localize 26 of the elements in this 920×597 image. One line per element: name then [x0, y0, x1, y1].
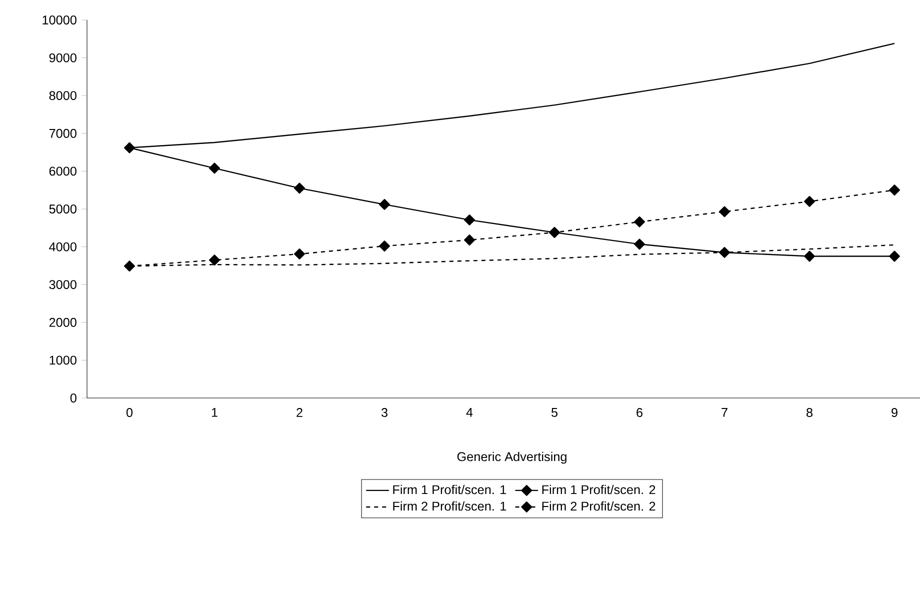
x-tick-label: 9 — [892, 408, 898, 418]
y-tick-label: 0 — [70, 394, 76, 402]
y-tick-label: 5000 — [49, 204, 76, 214]
y-tick-label: 6000 — [49, 166, 76, 176]
y-tick-label: 9000 — [49, 53, 76, 62]
y-tick-label: 1000 — [50, 356, 76, 365]
x-axis-title: Generic Advertising — [457, 452, 566, 464]
y-tick-label: 7000 — [49, 128, 76, 138]
y-tick-label: 8000 — [49, 91, 76, 100]
y-tick-label: 4000 — [49, 242, 76, 252]
x-tick-label: 6 — [636, 408, 642, 418]
legend-label: Firm 1 Profit/scen. 2 — [542, 484, 656, 494]
y-tick-label: 2000 — [49, 318, 76, 327]
x-tick-label: 1 — [212, 408, 218, 417]
x-tick-label: 7 — [722, 408, 728, 417]
x-tick-label: 0 — [126, 408, 133, 418]
x-tick-label: 5 — [551, 408, 558, 417]
x-tick-label: 4 — [466, 408, 473, 417]
y-tick-label: 3000 — [49, 280, 76, 290]
x-tick-label: 3 — [381, 408, 388, 418]
legend-label: Firm 2 Profit/scen. 1 — [393, 501, 506, 511]
x-tick-label: 8 — [806, 408, 812, 418]
x-tick-label: 2 — [296, 408, 302, 417]
y-tick-label: 10000 — [42, 16, 76, 24]
legend-label: Firm 1 Profit/scen. 1 — [393, 484, 506, 494]
legend-label: Firm 2 Profit/scen. 2 — [542, 501, 656, 511]
